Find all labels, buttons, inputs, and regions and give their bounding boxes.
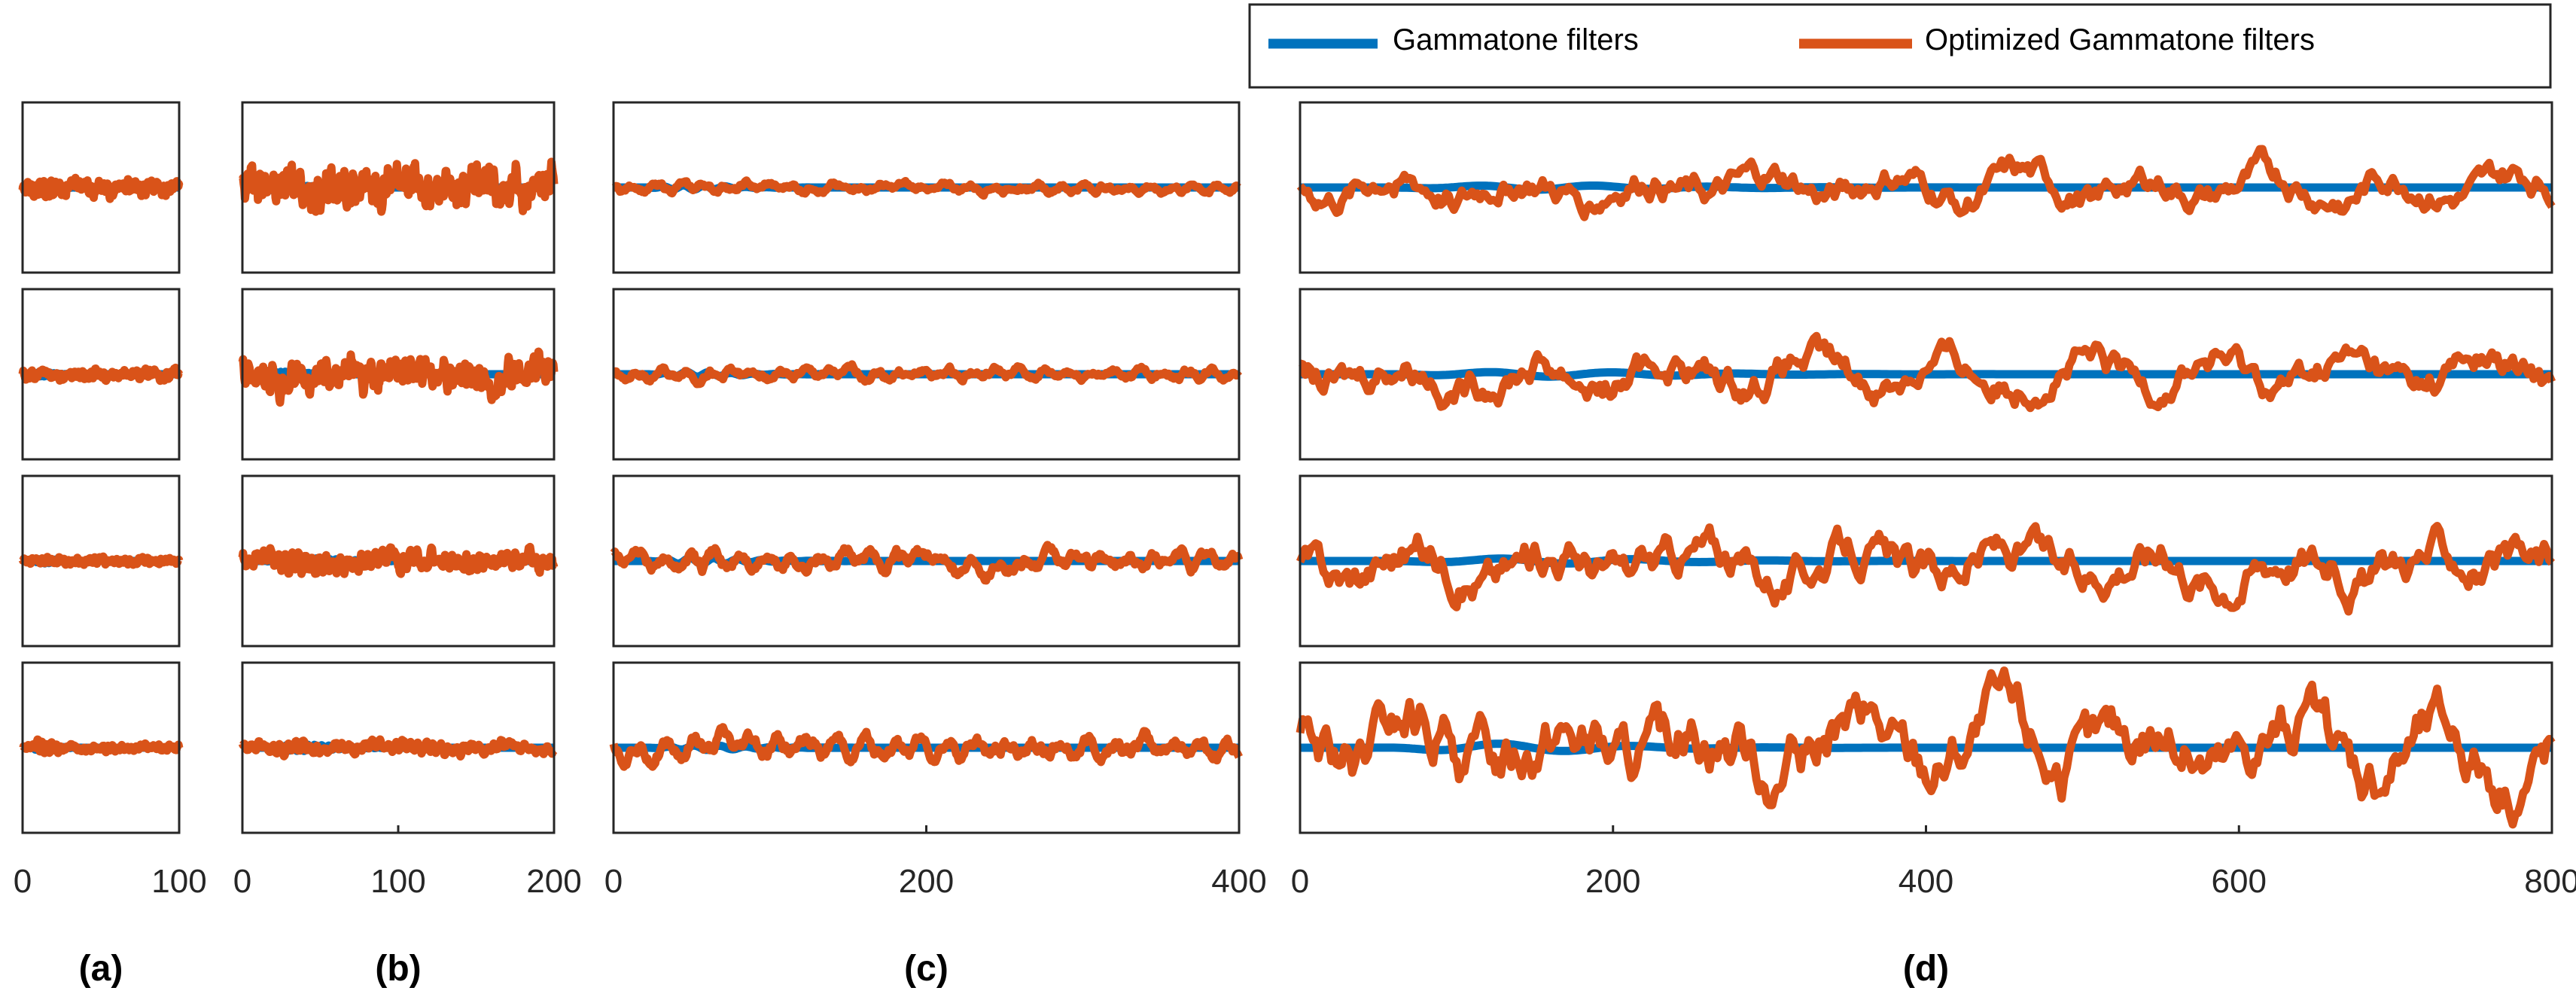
axes-box-2-3 [241,474,556,648]
panel-2-4 [238,661,558,834]
panel-3-3 [610,474,1244,648]
panel-label-3: (c) [904,949,948,989]
panel-2-2 [238,288,559,461]
panels: 0 100 (a) 0 100 200 (b) 0 200 400 (c) 0 200 400 600 800… [14,101,2576,989]
series-optimized-4-1 [1296,145,2556,221]
series-optimized-2-4 [238,735,558,761]
axes-box-2-2 [241,288,556,461]
axes-box-1-4 [21,661,181,834]
panel-2-3 [238,474,559,648]
series-optimized-3-3 [610,541,1244,585]
panel-3-1 [611,101,1242,274]
x-tick-label-3-2: 400 [1211,863,1266,900]
axes-box-1-1 [21,101,181,274]
panel-label-1: (a) [79,949,123,989]
axes-box-1-3 [21,474,181,648]
axes-box-3-3 [612,474,1241,648]
x-tick-label-3-0: 0 [604,863,623,900]
series-optimized-1-1 [18,173,184,203]
x-tick-label-4-0: 0 [1291,863,1309,900]
series-optimized-3-1 [611,176,1242,200]
legend-label-optimized: Optimized Gammatone filters [1925,23,2315,56]
panel-4-3 [1296,474,2556,648]
axes-box-3-2 [612,288,1241,461]
series-optimized-3-2 [611,360,1242,389]
legend: Gammatone filters Optimized Gammatone fi… [1248,3,2552,89]
series-optimized-3-4 [609,723,1243,771]
x-tick-label-4-4: 800 [2524,863,2576,900]
panel-label-2: (b) [375,949,421,989]
series-optimized-2-1 [239,157,559,216]
panel-1-1 [18,101,184,274]
panel-4-2 [1299,288,2556,461]
panel-2-1 [239,101,559,274]
series-optimized-2-2 [238,347,559,407]
panel-4-4 [1296,661,2556,834]
axes-box-4-2 [1299,288,2553,461]
axes-box-3-1 [612,101,1241,274]
x-tick-label-4-3: 600 [2212,863,2267,900]
x-tick-label-1-0: 0 [14,863,32,900]
series-optimized-4-4 [1296,666,2556,829]
panel-3-4 [609,661,1243,834]
axes-box-4-1 [1299,101,2553,274]
axes-box-4-3 [1299,474,2553,648]
series-optimized-4-2 [1299,331,2556,413]
series-optimized-1-4 [18,735,184,758]
x-tick-label-2-2: 200 [526,863,581,900]
panel-3-2 [611,288,1242,461]
axes-box-2-1 [241,101,556,274]
series-optimized-4-3 [1296,522,2556,616]
x-tick-label-2-0: 0 [233,863,251,900]
panel-1-2 [18,288,184,461]
panel-label-4: (d) [1903,949,1949,989]
legend-label-gammatone: Gammatone filters [1393,23,1639,56]
x-tick-label-4-1: 200 [1585,863,1640,900]
x-tick-label-3-1: 200 [899,863,954,900]
x-tick-label-2-1: 100 [370,863,425,900]
panel-1-4 [18,661,184,834]
series-optimized-2-3 [238,542,559,578]
x-tick-label-4-2: 400 [1899,863,1953,900]
panel-4-1 [1296,101,2556,274]
series-optimized-1-3 [18,552,184,569]
axes-box-1-2 [21,288,181,461]
panel-1-3 [18,474,184,648]
x-tick-label-1-1: 100 [151,863,206,900]
series-optimized-1-2 [18,363,184,386]
